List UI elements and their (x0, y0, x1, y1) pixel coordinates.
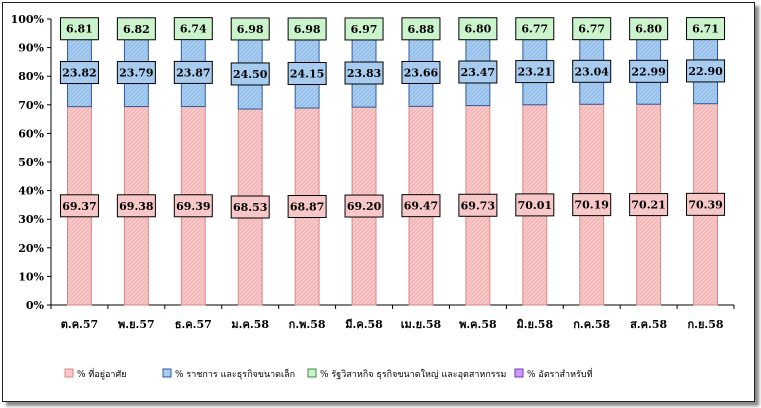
data-label: 70.01 (518, 199, 552, 212)
legend-label: % รัฐวิสาหกิจ ธุรกิจขนาดใหญ่ และอุตสาหกร… (320, 369, 506, 380)
data-label: 68.53 (233, 201, 267, 214)
y-tick-label: 70% (18, 99, 44, 112)
x-tick-label: ก.ย.58 (688, 318, 724, 331)
data-label: 6.97 (351, 23, 378, 36)
data-label: 22.99 (631, 65, 665, 78)
y-tick-label: 10% (18, 270, 44, 283)
x-tick-label: มิ.ย.58 (516, 318, 553, 331)
bars: 69.37 23.82 6.81 69.38 23.79 6.82 69.39 23.87 6.… (60, 18, 724, 305)
chart-frame: 0% 10% 20% 30% 40% 50% 60% 70% 80% 90% 100% ต.ค.57 พ… (2, 2, 755, 402)
data-label: 69.39 (176, 200, 210, 213)
data-label: 23.21 (518, 66, 552, 79)
x-tick-label: พ.ย.57 (118, 318, 155, 331)
data-label: 24.50 (233, 68, 268, 81)
data-label: 23.47 (461, 66, 495, 79)
legend-label: % ราชการ และธุรกิจขนาดเล็ก (175, 367, 295, 380)
y-tick-label: 40% (18, 185, 44, 198)
data-label: 69.20 (347, 200, 382, 213)
data-label: 24.15 (290, 67, 324, 80)
legend-label: % ที่อยู่อาศัย (77, 367, 126, 380)
y-tick-label: 0% (26, 299, 45, 312)
data-label: 6.98 (294, 23, 321, 36)
legend-swatch (65, 369, 73, 377)
x-tick-label: มี.ค.58 (345, 318, 383, 331)
y-tick-label: 20% (18, 242, 44, 255)
legend-swatch (163, 369, 171, 377)
x-tick-label: ส.ค.58 (630, 318, 667, 331)
data-label: 6.81 (66, 23, 93, 36)
data-label: 70.19 (574, 199, 608, 212)
y-tick-label: 60% (18, 127, 44, 140)
y-tick-label: 30% (18, 213, 44, 226)
data-label: 6.98 (237, 23, 264, 36)
legend-swatch (515, 369, 523, 377)
x-tick-label: ก.พ.58 (289, 318, 326, 331)
x-tick-label: เม.ย.58 (401, 318, 442, 331)
data-label: 23.82 (62, 67, 96, 80)
x-tick-label: ธ.ค.57 (175, 318, 212, 331)
data-label: 70.21 (631, 199, 665, 212)
data-label: 69.47 (404, 200, 438, 213)
data-label: 6.71 (692, 23, 719, 36)
y-tick-label: 100% (11, 13, 45, 26)
data-label: 70.39 (688, 198, 722, 211)
x-tick-label: ต.ค.57 (61, 318, 98, 331)
x-tick-label: ก.ค.58 (573, 318, 610, 331)
legend-label: % อัตราสำหรับที่ (527, 367, 593, 380)
x-tick-label: พ.ค.58 (459, 318, 497, 331)
data-label: 6.82 (123, 23, 150, 36)
stacked-bar-chart: 0% 10% 20% 30% 40% 50% 60% 70% 80% 90% 100% ต.ค.57 พ… (3, 3, 754, 401)
data-label: 69.37 (62, 200, 96, 213)
data-label: 23.79 (119, 67, 153, 80)
data-label: 23.87 (176, 66, 210, 79)
data-label: 6.77 (578, 23, 605, 36)
data-label: 23.66 (404, 66, 439, 79)
data-label: 69.73 (461, 199, 495, 212)
data-label: 68.87 (290, 201, 324, 214)
data-label: 69.38 (119, 200, 154, 213)
data-label: 6.77 (521, 23, 548, 36)
data-label: 6.88 (408, 23, 435, 36)
legend: % ที่อยู่อาศัย % ราชการ และธุรกิจขนาดเล็ก… (65, 367, 593, 380)
y-tick-label: 80% (18, 70, 44, 83)
data-label: 6.80 (635, 23, 662, 36)
y-tick-label: 90% (18, 42, 44, 55)
y-tick-label: 50% (18, 156, 44, 169)
data-label: 6.74 (180, 23, 207, 36)
data-label: 23.04 (574, 65, 609, 78)
x-tick-label: ม.ค.58 (231, 318, 269, 331)
data-label: 23.83 (347, 67, 381, 80)
data-label: 6.80 (464, 23, 491, 36)
legend-swatch (308, 369, 316, 377)
data-label: 22.90 (688, 65, 723, 78)
